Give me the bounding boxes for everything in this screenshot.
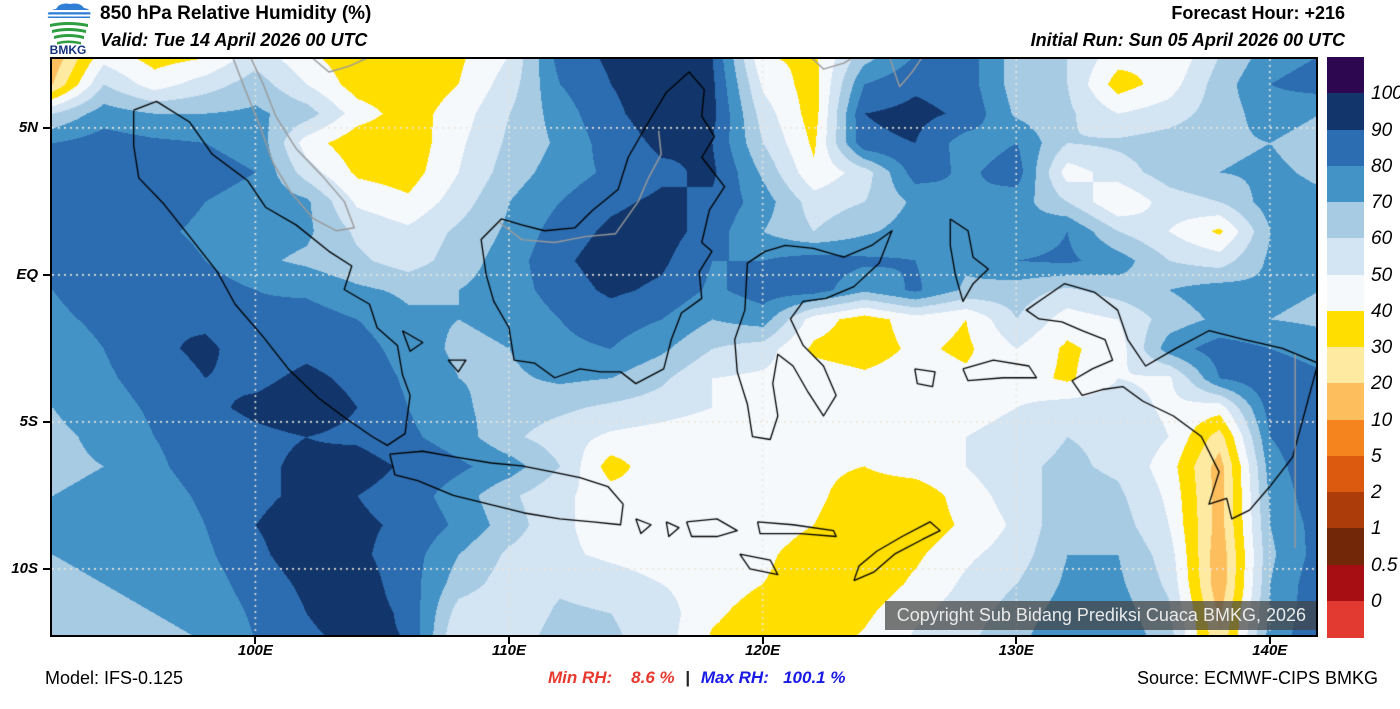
colorbar-swatch [1327, 564, 1364, 602]
colorbar-label: 0 [1371, 590, 1382, 612]
initial-run: Initial Run: Sun 05 April 2026 00 UTC [1030, 30, 1345, 50]
colorbar-label: 0.5 [1371, 554, 1398, 576]
bmkg-logo-waves [50, 22, 88, 45]
bmkg-logo-text: BMKG [50, 43, 87, 56]
colorbar-label: 100 [1371, 83, 1400, 105]
valid-time: Valid: Tue 14 April 2026 00 UTC [100, 30, 368, 50]
y-axis-tick [43, 126, 50, 129]
colorbar-label: 90 [1371, 119, 1393, 141]
y-axis-label: 10S [11, 559, 38, 577]
colorbar-swatch [1327, 165, 1364, 203]
forecast-hour: Forecast Hour: +216 [1171, 3, 1345, 23]
x-axis-tick [1015, 637, 1018, 644]
x-axis-tick [1268, 637, 1271, 644]
colorbar-swatch [1327, 600, 1364, 638]
x-axis-label: 130E [998, 642, 1034, 659]
x-axis-label: 120E [745, 642, 781, 659]
minmax-readout: Min RH: 8.6 % | Max RH: 100.1 % [548, 668, 845, 688]
colorbar-label: 20 [1371, 373, 1393, 395]
y-axis-label: 5S [19, 412, 38, 430]
colorbar-label: 2 [1371, 482, 1382, 503]
x-axis-label: 140E [1252, 642, 1288, 659]
colorbar-label: 60 [1371, 228, 1393, 250]
colorbar-swatch [1327, 383, 1364, 420]
colorbar-label: 30 [1371, 337, 1393, 358]
copyright-overlay: Copyright Sub Bidang Prediksi Cuaca BMKG… [884, 601, 1316, 630]
y-axis-tick [43, 273, 50, 276]
y-axis-label: EQ [16, 265, 38, 283]
colorbar-swatch [1327, 238, 1364, 275]
minmax-separator: | [685, 668, 691, 687]
model-label: Model: IFS-0.125 [45, 668, 184, 688]
colorbar-swatch [1327, 129, 1364, 167]
colorbar-swatch [1327, 93, 1364, 130]
colorbar-swatch [1327, 202, 1364, 239]
page-title: 850 hPa Relative Humidity (%) [100, 3, 372, 24]
colorbar-swatch [1327, 492, 1364, 529]
x-axis-tick [254, 637, 257, 644]
x-axis-tick [761, 637, 764, 644]
max-rh-value: 100.1 % [783, 668, 846, 687]
colorbar-label: 5 [1371, 445, 1382, 467]
colorbar-swatch [1327, 57, 1364, 94]
source-label: Source: ECMWF-CIPS BMKG [1136, 668, 1378, 688]
bmkg-logo-cloud [46, 3, 92, 18]
y-axis-label: 5N [18, 118, 38, 136]
colorbar-label: 10 [1371, 409, 1393, 431]
colorbar-swatch [1327, 310, 1364, 348]
bmkg-logo: BMKG [46, 3, 92, 56]
x-axis-tick [508, 637, 511, 644]
colorbar-swatch [1327, 528, 1364, 565]
colorbar-swatch [1327, 274, 1364, 312]
min-rh-label: Min RH: [548, 668, 613, 687]
colorbar-label: 70 [1371, 192, 1393, 213]
min-rh-value: 8.6 % [631, 668, 675, 687]
colorbar-label: 1 [1371, 518, 1382, 540]
humidity-field-canvas [52, 59, 1316, 635]
x-axis-label: 110E [492, 642, 526, 659]
colorbar-label: 40 [1371, 300, 1393, 322]
colorbar-swatch [1327, 455, 1364, 493]
colorbar-swatch [1327, 419, 1364, 457]
x-axis-label: 100E [237, 642, 273, 659]
y-axis-tick [43, 567, 50, 570]
colorbar-label: 50 [1371, 264, 1393, 286]
map-panel: Copyright Sub Bidang Prediksi Cuaca BMKG… [50, 57, 1318, 637]
colorbar [1327, 57, 1364, 638]
colorbar-label: 80 [1371, 155, 1393, 177]
colorbar-swatch [1327, 347, 1364, 384]
max-rh-label: Max RH: [700, 668, 769, 687]
y-axis-tick [43, 420, 50, 423]
